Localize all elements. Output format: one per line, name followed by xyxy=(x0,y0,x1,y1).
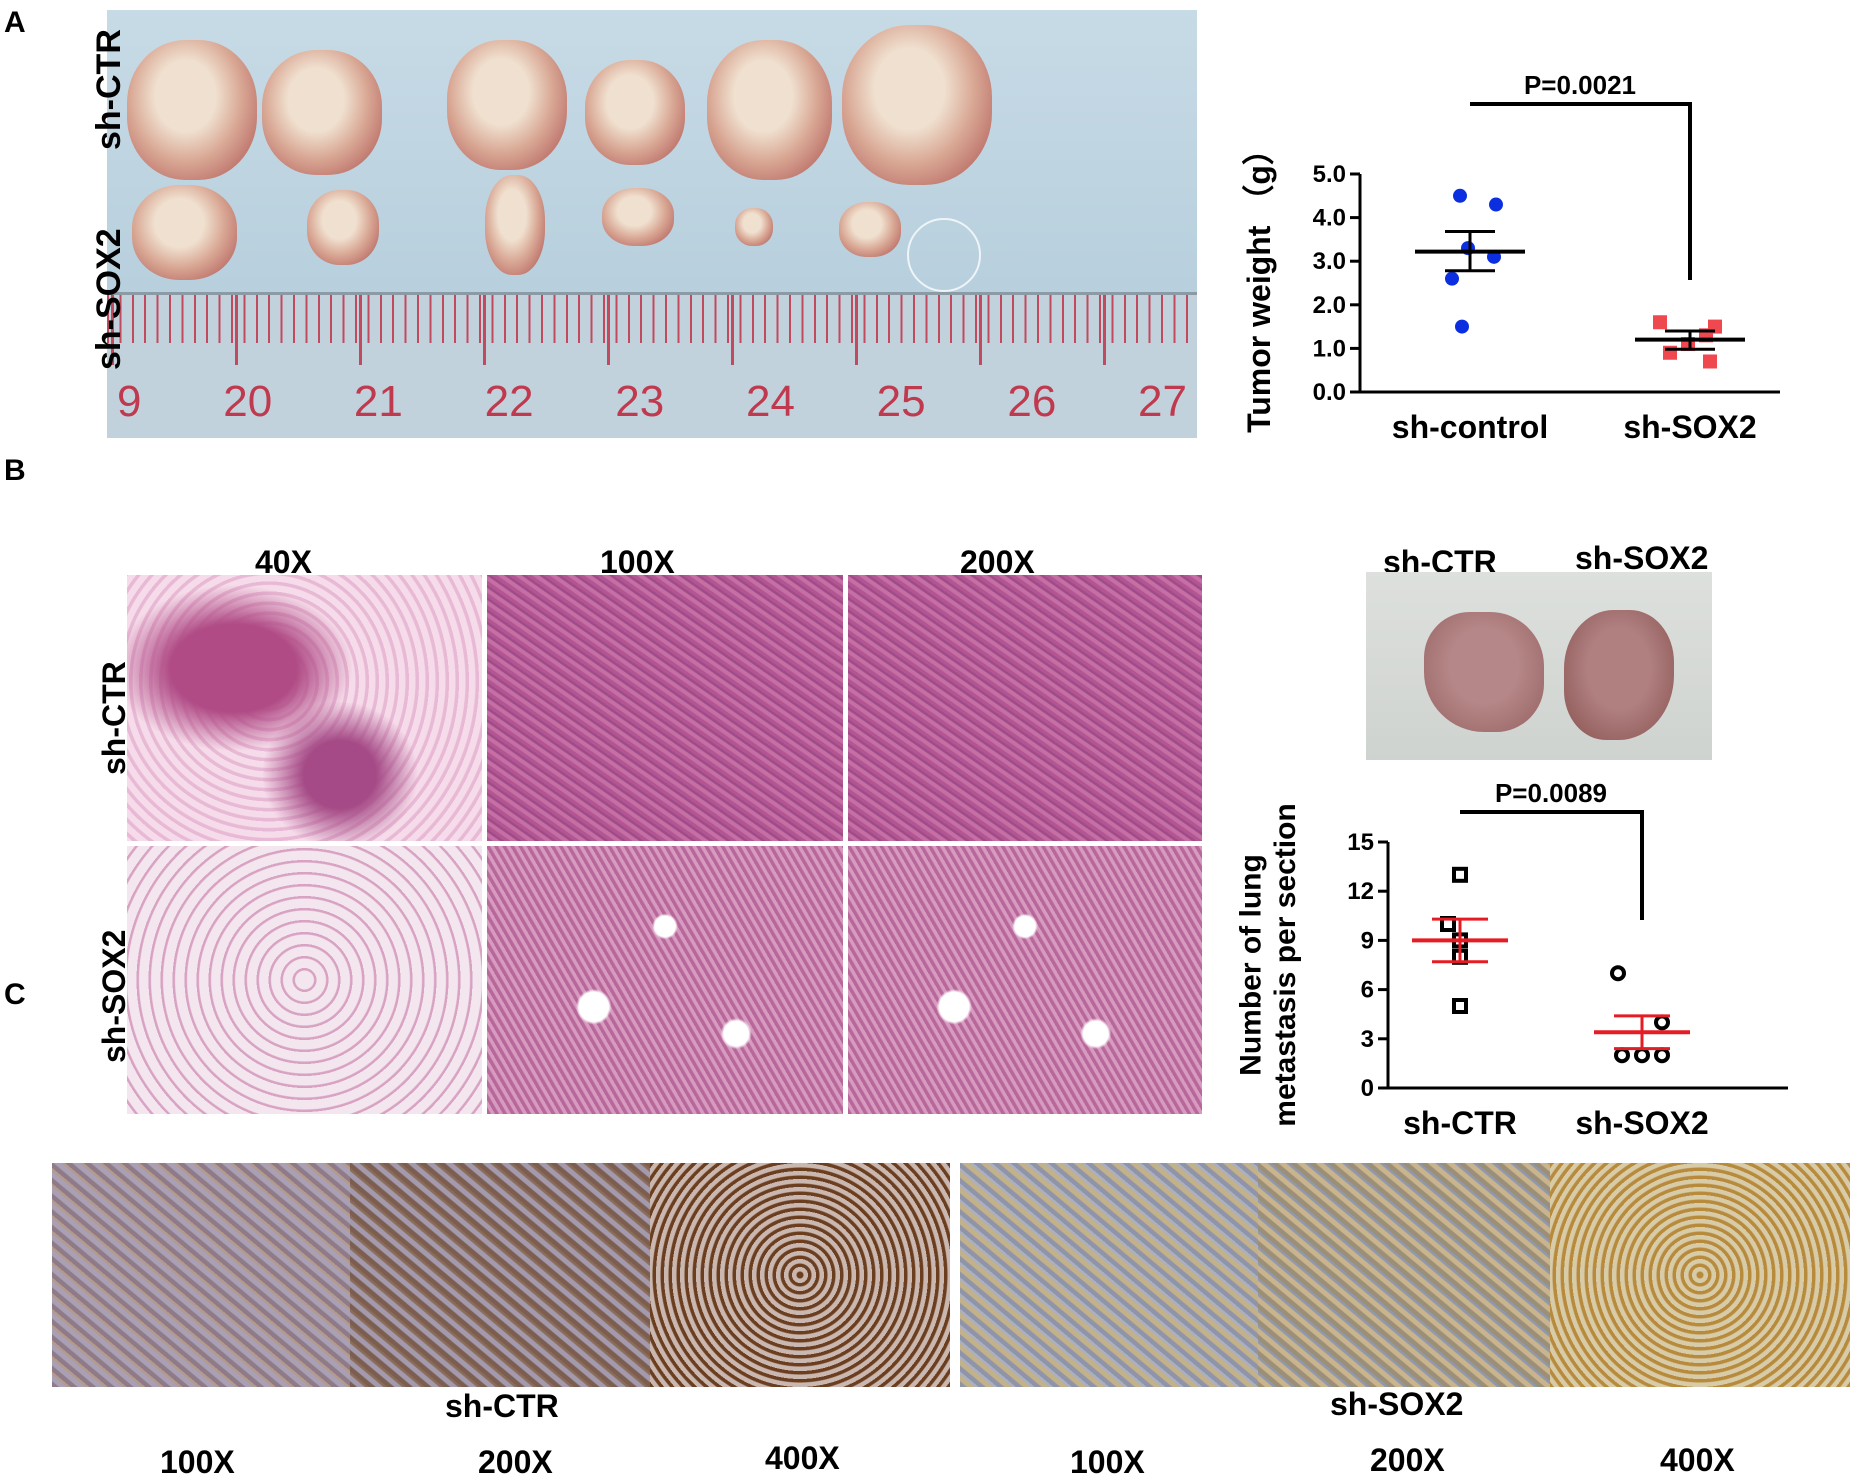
x-category-label: sh-control xyxy=(1392,409,1548,445)
y-axis-label-line: Number of lung xyxy=(1235,854,1268,1076)
data-point xyxy=(1703,354,1717,369)
row-label-sh-ctr: sh-CTR xyxy=(90,29,128,150)
he-sox2-200x xyxy=(848,846,1202,1114)
y-tick-label: 12 xyxy=(1347,878,1374,905)
mag-label-c-3: 400X xyxy=(765,1440,840,1476)
ruler-number: 24 xyxy=(745,377,795,426)
he-ctr-200x xyxy=(848,575,1202,841)
data-point xyxy=(1452,866,1468,883)
lung-metastasis-chart: 0 3 6 9 12 15 sh-CTR sh-SOX2 Number of lungmetas… xyxy=(1235,778,1788,1140)
significance-bracket xyxy=(1460,810,1644,920)
ihc-sox2-100x xyxy=(960,1163,1258,1387)
ruler-number: 25 xyxy=(876,377,926,426)
ruler-number: 22 xyxy=(484,377,534,426)
tumor-weight-chart: 0.0 1.0 2.0 3.0 4.0 5.0 sh-control sh-SOX2 Tumor… xyxy=(1241,70,1780,445)
group-label-sh-sox2: sh-SOX2 xyxy=(1330,1386,1464,1422)
y-tick-label: 4.0 xyxy=(1313,205,1346,232)
ruler-number: 9 xyxy=(117,377,142,426)
mag-label-40x: 40X xyxy=(255,544,312,580)
y-tick-label: 6 xyxy=(1361,977,1374,1004)
tumor-sox-2 xyxy=(307,190,379,265)
x-category-label: sh-SOX2 xyxy=(1623,409,1756,445)
tumor-sox-1 xyxy=(132,185,237,280)
data-point xyxy=(1634,1047,1650,1064)
ihc-ctr-100x xyxy=(52,1163,350,1387)
y-tick-label: 0.0 xyxy=(1313,379,1346,406)
ruler-numbers: 9 20 21 22 23 24 25 26 27 xyxy=(107,377,1197,433)
data-point xyxy=(1614,1047,1630,1064)
row-label-he-sh-sox2: sh-SOX2 xyxy=(96,929,132,1063)
data-point xyxy=(1455,319,1469,334)
mag-label-c-2: 200X xyxy=(478,1444,553,1480)
ihc-ctr-400x xyxy=(650,1163,950,1387)
tumor-ctr-5 xyxy=(707,40,832,180)
y-tick-label: 5.0 xyxy=(1313,161,1346,188)
ruler: 9 20 21 22 23 24 25 26 27 xyxy=(107,292,1197,438)
panel-letter-a: A xyxy=(4,6,26,39)
tumor-ctr-6 xyxy=(842,25,992,185)
p-value-label: P=0.0021 xyxy=(1524,70,1636,100)
tumor-sox-5 xyxy=(735,208,773,246)
ruler-number: 26 xyxy=(1007,377,1057,426)
ihc-sox2-200x xyxy=(1258,1163,1550,1387)
tumor-ctr-1 xyxy=(127,40,257,180)
ruler-number: 21 xyxy=(353,377,403,426)
mag-label-100x: 100X xyxy=(600,544,675,580)
he-sox2-40x xyxy=(127,846,482,1114)
ruler-number: 20 xyxy=(223,377,273,426)
ruler-number: 27 xyxy=(1138,377,1187,426)
data-point xyxy=(1653,315,1667,330)
y-tick-label: 3 xyxy=(1361,1026,1374,1053)
group-label-sh-ctr: sh-CTR xyxy=(445,1388,559,1424)
tumor-ctr-4 xyxy=(585,60,685,165)
tumor-sox-4 xyxy=(602,188,674,246)
data-point xyxy=(1445,271,1459,286)
y-tick-label: 0 xyxy=(1361,1075,1374,1102)
data-point xyxy=(1610,965,1626,982)
y-tick-label: 15 xyxy=(1347,829,1374,856)
he-sox2-100x xyxy=(487,846,843,1114)
tumor-ctr-3 xyxy=(447,40,567,170)
mag-label-200x: 200X xyxy=(960,544,1035,580)
ruler-number: 23 xyxy=(615,377,665,426)
lung-label-sh-sox2: sh-SOX2 xyxy=(1575,540,1709,576)
row-label-he-sh-ctr: sh-CTR xyxy=(96,661,132,775)
data-point xyxy=(1654,1014,1670,1031)
mag-label-c-4: 100X xyxy=(1070,1444,1145,1480)
x-category-label: sh-SOX2 xyxy=(1575,1105,1708,1140)
he-ctr-40x xyxy=(127,575,482,841)
significance-bracket xyxy=(1470,102,1692,280)
lung-photo xyxy=(1366,572,1712,760)
data-point xyxy=(1654,1047,1670,1064)
p-value-label: P=0.0089 xyxy=(1495,778,1607,808)
panel-letter-b: B xyxy=(4,454,26,487)
mag-label-c-5: 200X xyxy=(1370,1442,1445,1478)
tumor-sox-6 xyxy=(839,202,901,257)
ihc-ctr-200x xyxy=(350,1163,650,1387)
y-tick-label: 3.0 xyxy=(1313,248,1346,275)
tumor-ctr-2 xyxy=(262,50,382,175)
data-point xyxy=(1452,998,1468,1014)
he-ctr-100x xyxy=(487,575,843,841)
x-category-label: sh-CTR xyxy=(1403,1105,1517,1140)
tumor-photo: 9 20 21 22 23 24 25 26 27 xyxy=(107,10,1197,438)
y-axis-label: Number of lungmetastasis per section xyxy=(1235,803,1303,1126)
plate-ring xyxy=(907,218,981,292)
y-axis-label: Tumor weight （g） xyxy=(1241,133,1277,433)
data-point xyxy=(1453,188,1467,203)
mag-label-c-1: 100X xyxy=(160,1444,235,1480)
tumor-sox-3 xyxy=(485,175,545,275)
row-label-sh-sox2: sh-SOX2 xyxy=(90,228,128,370)
y-tick-label: 9 xyxy=(1361,927,1374,954)
panel-letter-c: C xyxy=(4,978,26,1011)
y-tick-label: 1.0 xyxy=(1313,335,1346,362)
y-axis-label-line: metastasis per section xyxy=(1269,803,1302,1126)
ihc-sox2-400x xyxy=(1550,1163,1850,1387)
mag-label-c-6: 400X xyxy=(1660,1442,1735,1478)
y-tick-label: 2.0 xyxy=(1313,292,1346,319)
data-point xyxy=(1489,197,1503,212)
